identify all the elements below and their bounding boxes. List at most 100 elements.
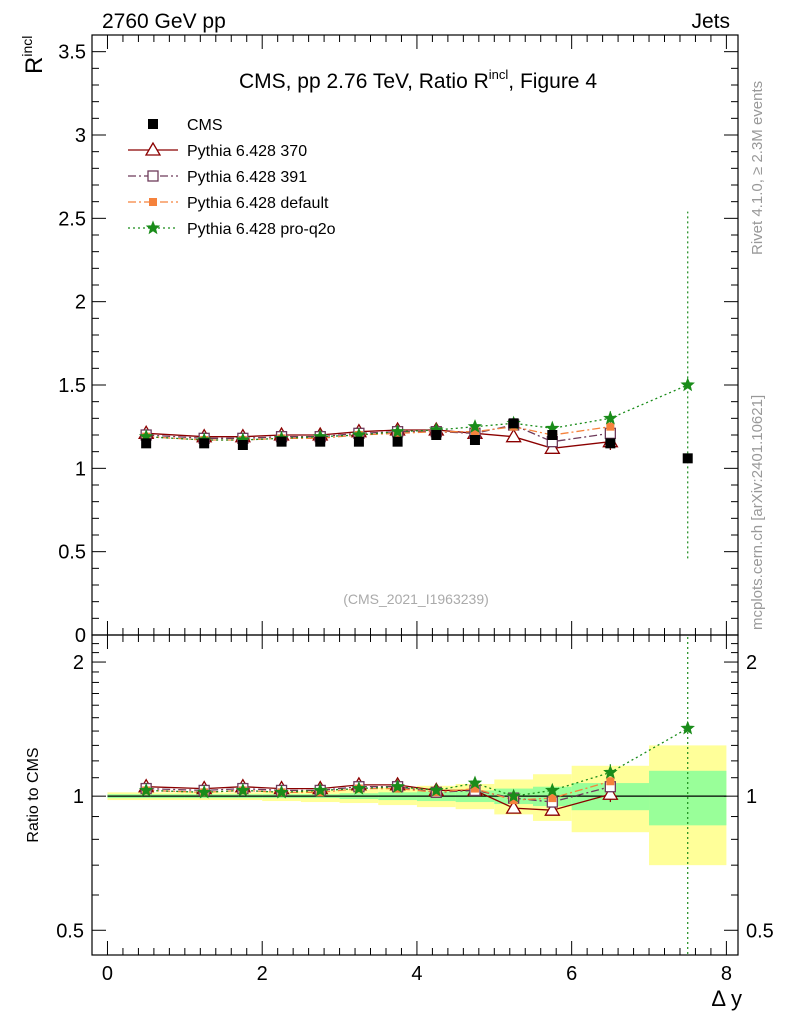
- ratio-series-3-point: [603, 764, 618, 779]
- x-tick-label: 8: [721, 963, 732, 985]
- legend-entry: CMS: [148, 117, 223, 134]
- x-tick-label: 0: [102, 963, 113, 985]
- main-series-3-point: [680, 377, 695, 392]
- main-data-layer: [138, 211, 695, 559]
- legend-label: Pythia 6.428 370: [187, 143, 307, 160]
- main-series-0-point: [544, 440, 561, 454]
- cms-data-point: [392, 436, 403, 447]
- legend-label: Pythia 6.428 pro-q2o: [187, 221, 336, 238]
- x-tick-label: 2: [257, 963, 268, 985]
- main-series-3-point: [603, 410, 618, 425]
- ratio-series-3-point: [390, 779, 405, 793]
- svg-text:Rincl: Rincl: [19, 36, 48, 74]
- ratio-frame: [91, 634, 739, 956]
- ratio-series-line: [146, 784, 611, 811]
- x-tick-label: 6: [566, 963, 577, 985]
- main-series-line: [146, 426, 611, 441]
- cms-data-point: [547, 430, 558, 440]
- ratio-data-layer: [138, 635, 695, 955]
- ratio-y-tick-label: 0.5: [56, 920, 84, 942]
- main-y-axis-label-main: R: [21, 57, 48, 74]
- main-y-tick-label: 2.5: [58, 208, 86, 230]
- legend-entry: Pythia 6.428 default: [128, 195, 329, 212]
- rivet-version-label: Rivet 4.1.0, ≥ 2.3M events: [749, 81, 766, 255]
- ratio-y-tick-label-right: 0.5: [746, 920, 774, 942]
- ratio-y-tick-label-right: 1: [746, 786, 757, 808]
- ratio-axes: 0.5 0.5 1 1 2 2 0 2 4 6 8: [56, 635, 774, 985]
- ratio-series-1: [146, 786, 611, 803]
- cms-data-point: [469, 435, 480, 445]
- ratio-series-2-point: [509, 796, 518, 805]
- ratio-series-0-point: [602, 785, 619, 800]
- cms-data-point: [431, 430, 442, 440]
- ratio-series-3-point: [680, 720, 695, 735]
- main-series-1: [146, 424, 611, 443]
- ratio-series-3-point: [235, 782, 251, 797]
- main-title-sup: incl: [489, 67, 509, 82]
- main-series-3: [146, 211, 689, 559]
- x-tick-label: 4: [411, 963, 422, 985]
- ratio-series-2-point: [606, 777, 615, 786]
- legend-marker: [147, 170, 159, 182]
- ratio-series-3-point: [506, 788, 521, 803]
- legend-entry: Pythia 6.428 370: [128, 141, 307, 160]
- legend-label: Pythia 6.428 391: [187, 169, 307, 186]
- ratio-series-0-point: [544, 801, 561, 816]
- ratio-series-0-point: [505, 799, 522, 814]
- legend-entry: Pythia 6.428 pro-q2o: [128, 220, 336, 238]
- legend-marker: [148, 119, 158, 129]
- main-title: CMS, pp 2.76 TeV, Ratio Rincl, Figure 4: [239, 67, 597, 93]
- ratio-y-tick-label: 2: [73, 652, 84, 674]
- ratio-band-layer: [107, 745, 727, 866]
- cms-data-point: [276, 436, 287, 447]
- main-y-tick-label: 2: [75, 292, 86, 314]
- main-y-tick-label: 0: [75, 625, 86, 647]
- cms-data-point: [353, 436, 364, 447]
- ratio-series-2-point: [470, 784, 479, 793]
- legend-label: CMS: [187, 117, 223, 134]
- main-series-line: [146, 429, 611, 449]
- main-series-2: [146, 426, 611, 441]
- cms-data-point: [315, 436, 326, 447]
- main-y-tick-label: 3: [75, 125, 86, 147]
- ratio-series-3-point: [138, 782, 154, 797]
- main-series-2-point: [606, 422, 615, 431]
- main-y-tick-label: 1.5: [58, 375, 86, 397]
- ratio-series-3-point: [467, 775, 483, 790]
- cms-data-point: [605, 438, 616, 449]
- ratio-series-3-point: [196, 784, 212, 799]
- main-series-3-point: [390, 424, 405, 438]
- main-title-tail: , Figure 4: [508, 70, 597, 93]
- legend-label: Pythia 6.428 default: [187, 195, 329, 212]
- cms-data-point: [682, 453, 693, 464]
- cms-data-point: [237, 440, 248, 450]
- ratio-panel: 0.5 0.5 1 1 2 2 0 2 4 6 8 Ratio to CMS Δ y: [25, 634, 774, 1011]
- header-energy-label: 2760 GeV pp: [102, 10, 226, 33]
- ratio-series-3-point: [429, 782, 444, 797]
- ratio-series-3-point: [351, 781, 367, 795]
- mcplots-label: mcplots.cern.ch [arXiv:2401.10621]: [749, 395, 766, 630]
- legend-marker: [149, 198, 157, 206]
- legend-entry: Pythia 6.428 391: [128, 169, 307, 186]
- main-panel: 0 0.5 1 1.5 2 2.5 3 3.5 CMS, pp 2.76 TeV, Ratio…: [58, 34, 739, 647]
- ratio-series-3-point: [545, 782, 560, 797]
- main-y-tick-label: 3.5: [58, 42, 86, 64]
- legend-marker: [145, 220, 161, 235]
- main-series-3-point: [467, 419, 483, 433]
- ratio-y-tick-label: 1: [73, 786, 84, 808]
- main-y-tick-label: 1: [75, 458, 86, 480]
- main-title-main: CMS, pp 2.76 TeV, Ratio R: [239, 70, 489, 93]
- main-y-tick-label: 0.5: [58, 542, 86, 564]
- legend-marker: [144, 141, 162, 156]
- ratio-series-line: [146, 786, 611, 803]
- ratio-series-3-point: [312, 782, 328, 797]
- ratio-y-axis-label: Ratio to CMS: [25, 747, 42, 842]
- cms-data-point: [508, 418, 519, 429]
- analysis-id-label: (CMS_2021_I1963239): [343, 591, 489, 607]
- ratio-series-2-point: [548, 794, 557, 803]
- legend: CMS Pythia 6.428 370 Pythia 6.428 391 Pythi…: [128, 117, 336, 238]
- main-y-axis-label: Rincl: [19, 36, 48, 74]
- cms-data-point: [199, 438, 210, 449]
- main-series-0-point: [505, 428, 522, 443]
